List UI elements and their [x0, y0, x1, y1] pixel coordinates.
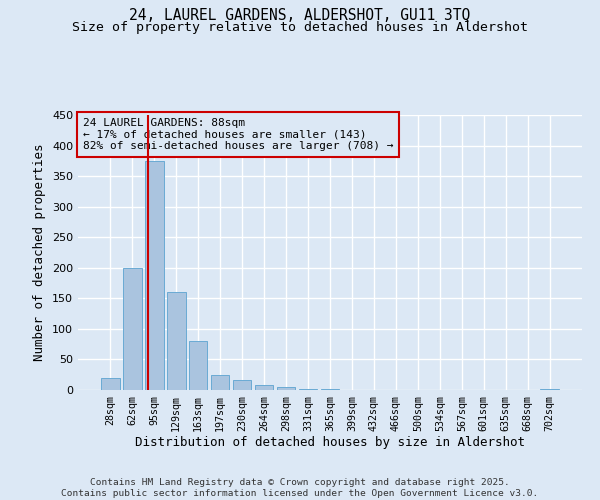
Y-axis label: Number of detached properties: Number of detached properties	[34, 144, 46, 361]
Bar	[211, 374, 229, 390]
X-axis label: Distribution of detached houses by size in Aldershot: Distribution of detached houses by size …	[135, 436, 525, 450]
Text: Contains HM Land Registry data © Crown copyright and database right 2025.
Contai: Contains HM Land Registry data © Crown c…	[61, 478, 539, 498]
Text: Size of property relative to detached houses in Aldershot: Size of property relative to detached ho…	[72, 21, 528, 34]
Bar	[123, 268, 142, 390]
Bar	[101, 378, 119, 390]
Bar	[277, 387, 295, 390]
Text: 24, LAUREL GARDENS, ALDERSHOT, GU11 3TQ: 24, LAUREL GARDENS, ALDERSHOT, GU11 3TQ	[130, 8, 470, 22]
Bar	[189, 341, 208, 390]
Bar	[299, 389, 317, 390]
Bar	[255, 385, 274, 390]
Bar	[233, 380, 251, 390]
Bar	[167, 292, 185, 390]
Bar	[145, 161, 164, 390]
Text: 24 LAUREL GARDENS: 88sqm
← 17% of detached houses are smaller (143)
82% of semi-: 24 LAUREL GARDENS: 88sqm ← 17% of detach…	[83, 118, 394, 151]
